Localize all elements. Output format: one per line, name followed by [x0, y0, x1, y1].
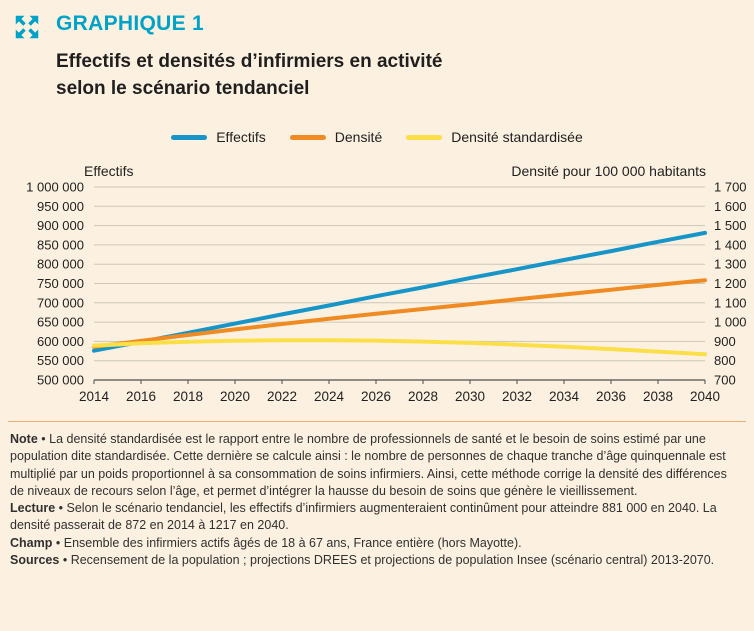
- chart-header: GRAPHIQUE 1 Effectifs et densités d’infi…: [0, 0, 754, 103]
- note-text: La densité standardisée est le rapport e…: [10, 432, 727, 498]
- lecture-bullet: •: [58, 501, 64, 516]
- lecture-label: Lecture: [10, 501, 56, 516]
- x-axis-tick-label: 2038: [643, 389, 673, 404]
- legend-label: Effectifs: [216, 129, 266, 146]
- champ-bullet: •: [55, 535, 61, 550]
- left-axis-title: Effectifs: [84, 163, 134, 180]
- chart-legend: Effectifs Densité Densité standardisée: [0, 129, 754, 145]
- left-axis-tick-label: 950 000: [37, 199, 84, 214]
- right-axis-tick-label: 1 300: [714, 257, 747, 272]
- lecture-paragraph: Lecture • Selon le scénario tendanciel, …: [10, 500, 744, 535]
- champ-paragraph: Champ • Ensemble des infirmiers actifs â…: [10, 535, 744, 552]
- right-axis-tick-label: 700: [714, 373, 736, 388]
- x-axis-tick-label: 2032: [502, 389, 532, 404]
- left-axis-tick-label: 800 000: [37, 257, 84, 272]
- left-axis-tick-label: 850 000: [37, 238, 84, 253]
- right-axis-tick-label: 1 400: [714, 238, 747, 253]
- x-axis-tick-label: 2016: [126, 389, 156, 404]
- legend-swatch-densite: [289, 134, 326, 140]
- left-axis-tick-label: 650 000: [37, 315, 84, 330]
- champ-text: Ensemble des infirmiers actifs âgés de 1…: [63, 535, 522, 550]
- page-title-line-1: Effectifs et densités d’infirmiers en ac…: [56, 51, 443, 73]
- x-axis-tick-label: 2030: [455, 389, 485, 404]
- axis-titles-row: Effectifs Densité pour 100 000 habitants: [0, 163, 754, 179]
- x-axis-tick-label: 2014: [79, 389, 110, 404]
- x-axis-tick-label: 2020: [220, 389, 250, 404]
- series-line-densite: [92, 278, 707, 350]
- legend-label: Densité: [334, 129, 383, 146]
- x-axis-tick-label: 2040: [690, 389, 720, 404]
- header-text-block: GRAPHIQUE 1 Effectifs et densités d’infi…: [56, 10, 442, 103]
- lecture-text: Selon le scénario tendanciel, les effect…: [10, 501, 717, 533]
- sources-bullet: •: [62, 552, 68, 567]
- page-title: Effectifs et densités d’infirmiers en ac…: [56, 49, 442, 103]
- legend-swatch-densite-standardisee: [406, 134, 443, 140]
- note-label: Note: [10, 432, 38, 447]
- right-axis-tick-label: 1 600: [714, 199, 747, 214]
- note-paragraph: Note • La densité standardisée est le ra…: [10, 431, 744, 500]
- left-axis-tick-label: 750 000: [37, 276, 84, 291]
- legend-item-effectifs: Effectifs: [171, 129, 266, 145]
- footnote-separator: [8, 421, 746, 423]
- series-line-densite-standardisee: [92, 338, 707, 357]
- right-axis-title: Densité pour 100 000 habitants: [511, 163, 706, 180]
- page-title-line-2: selon le scénario tendanciel: [56, 78, 310, 100]
- footnotes: Note • La densité standardisée est le ra…: [0, 431, 754, 569]
- left-axis-tick-label: 550 000: [37, 353, 84, 368]
- expand-arrows-icon: [12, 12, 42, 42]
- x-axis-tick-label: 2036: [596, 389, 626, 404]
- x-axis-tick-label: 2024: [314, 389, 345, 404]
- legend-item-densite: Densité: [289, 129, 383, 146]
- left-axis-tick-label: 600 000: [37, 334, 84, 349]
- sources-label: Sources: [10, 552, 60, 567]
- x-axis-tick-label: 2034: [549, 389, 580, 404]
- graphic-number-label: GRAPHIQUE 1: [56, 12, 204, 35]
- legend-item-densite-standardisee: Densité standardisée: [406, 129, 583, 145]
- series-line-effectifs: [92, 231, 707, 353]
- right-axis-tick-label: 1 100: [714, 296, 747, 311]
- line-chart: 1 000 000 1 700 950 000 1 600 900 000 1 500 85…: [26, 181, 747, 404]
- right-axis-tick-label: 1 700: [714, 181, 747, 195]
- right-axis-tick-label: 1 200: [714, 276, 747, 291]
- right-axis-tick-label: 800: [714, 353, 736, 368]
- right-axis-tick-label: 900: [714, 334, 736, 349]
- left-axis-tick-label: 700 000: [37, 296, 84, 311]
- x-axis-tick-label: 2028: [408, 389, 438, 404]
- x-axis-tick-label: 2026: [361, 389, 391, 404]
- sources-text: Recensement de la population ; projectio…: [70, 552, 715, 567]
- sources-paragraph: Sources • Recensement de la population ;…: [10, 552, 744, 569]
- right-axis-tick-label: 1 000: [714, 315, 747, 330]
- right-axis-tick-label: 1 500: [714, 218, 747, 233]
- left-axis-tick-label: 500 000: [37, 373, 84, 388]
- champ-label: Champ: [10, 535, 53, 550]
- note-bullet: •: [41, 432, 46, 447]
- legend-label: Densité standardisée: [451, 129, 583, 146]
- left-axis-tick-label: 900 000: [37, 218, 84, 233]
- left-axis-tick-label: 1 000 000: [26, 181, 84, 195]
- x-axis-tick-label: 2022: [267, 389, 297, 404]
- x-axis-tick-label: 2018: [173, 389, 203, 404]
- legend-swatch-effectifs: [171, 134, 208, 140]
